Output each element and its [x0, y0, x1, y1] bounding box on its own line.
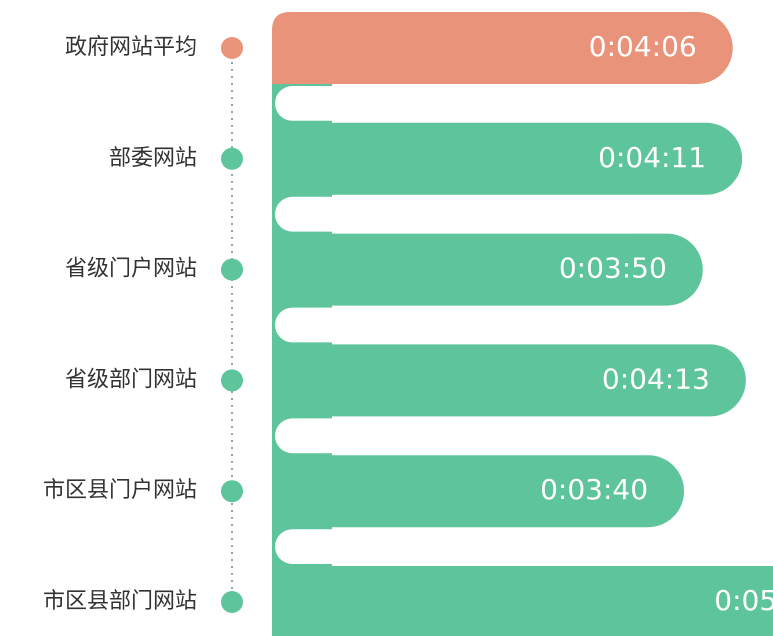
bar-gap: [275, 418, 773, 454]
dot: [221, 37, 243, 59]
category-label: 省级部门网站: [65, 367, 197, 392]
bar: [272, 455, 685, 528]
category-label: 市区县部门网站: [43, 589, 197, 614]
bar-gap: [275, 529, 773, 564]
bar: [272, 233, 703, 306]
value-label: 0:04:13: [602, 362, 710, 395]
category-label: 省级门户网站: [65, 257, 197, 282]
dot: [221, 147, 243, 170]
bar: [272, 12, 733, 84]
value-label: 0:04:06: [589, 30, 697, 63]
value-label: 0:04:11: [598, 141, 706, 174]
dot: [221, 258, 243, 281]
bar-gap: [275, 86, 773, 121]
value-label: 0:03:50: [559, 252, 667, 285]
bar: [272, 566, 773, 636]
bar-gap: [275, 196, 773, 232]
value-label: 0:05:13: [714, 584, 773, 617]
bar: [272, 122, 743, 195]
value-label: 0:03:40: [540, 473, 648, 506]
category-label: 政府网站平均: [65, 35, 197, 60]
bar: [272, 344, 746, 417]
dot: [221, 591, 243, 613]
bar-gap: [275, 307, 773, 343]
dot: [221, 480, 243, 503]
category-label: 部委网站: [109, 146, 197, 171]
category-label: 市区县门户网站: [43, 478, 197, 503]
dot: [221, 369, 243, 392]
